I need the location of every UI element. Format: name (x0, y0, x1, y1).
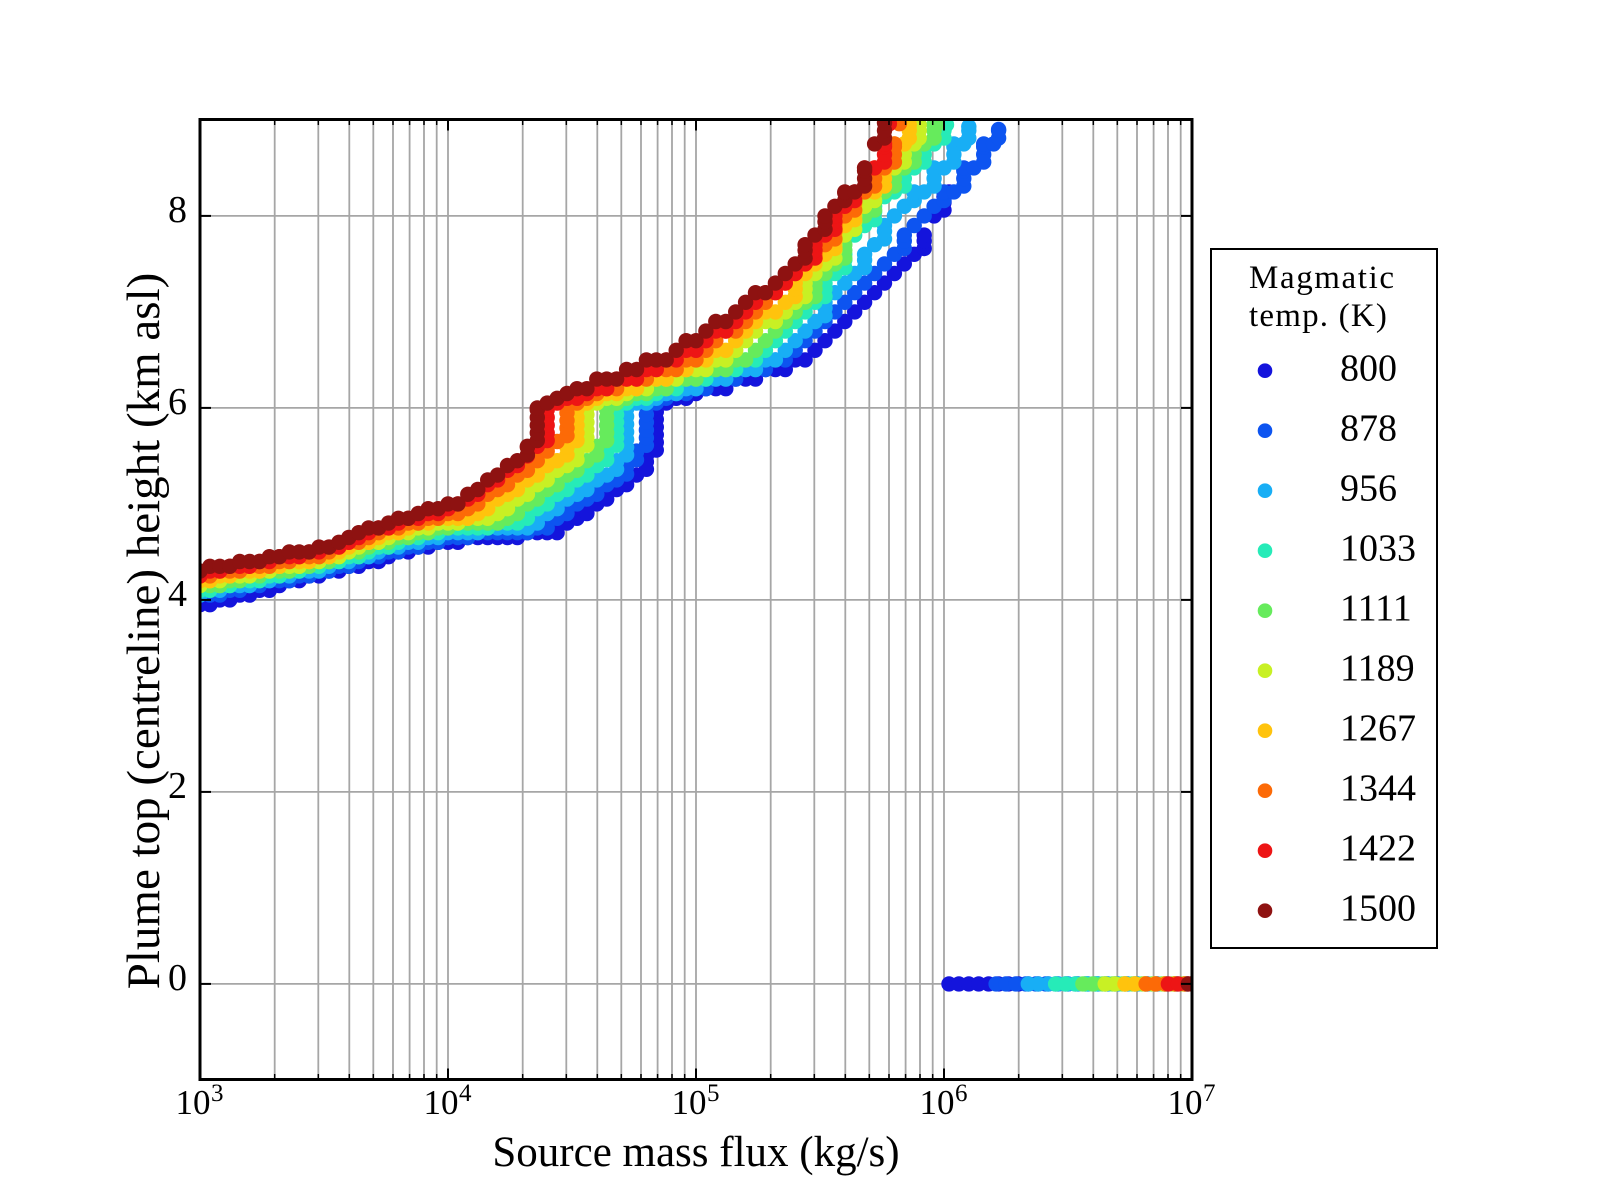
svg-text:1033: 1033 (1340, 528, 1416, 570)
svg-text:0: 0 (168, 957, 187, 999)
svg-text:6: 6 (955, 1080, 968, 1107)
svg-text:Magmatic: Magmatic (1249, 260, 1396, 296)
svg-text:1189: 1189 (1340, 648, 1415, 690)
svg-text:Source mass flux (kg/s): Source mass flux (kg/s) (492, 1129, 899, 1176)
svg-text:5: 5 (707, 1080, 720, 1107)
svg-text:3: 3 (211, 1080, 224, 1107)
svg-text:7: 7 (1203, 1080, 1216, 1107)
svg-text:10: 10 (1168, 1083, 1203, 1122)
svg-text:8: 8 (168, 189, 187, 231)
svg-text:800: 800 (1340, 348, 1397, 390)
svg-text:1111: 1111 (1340, 588, 1412, 630)
svg-text:Plume top (centreline) height: Plume top (centreline) height (km asl) (118, 273, 170, 990)
svg-text:1422: 1422 (1340, 828, 1416, 870)
svg-text:6: 6 (168, 381, 187, 423)
svg-text:10: 10 (920, 1083, 955, 1122)
svg-text:1267: 1267 (1340, 708, 1416, 750)
svg-text:10: 10 (176, 1083, 211, 1122)
svg-text:1500: 1500 (1340, 888, 1416, 930)
svg-text:2: 2 (168, 765, 187, 807)
svg-text:878: 878 (1340, 408, 1397, 450)
svg-text:10: 10 (424, 1083, 459, 1122)
svg-text:1344: 1344 (1340, 768, 1416, 810)
svg-text:956: 956 (1340, 468, 1397, 510)
svg-text:4: 4 (459, 1080, 472, 1107)
svg-text:temp. (K): temp. (K) (1249, 298, 1388, 334)
svg-text:10: 10 (672, 1083, 707, 1122)
svg-text:4: 4 (168, 573, 187, 615)
